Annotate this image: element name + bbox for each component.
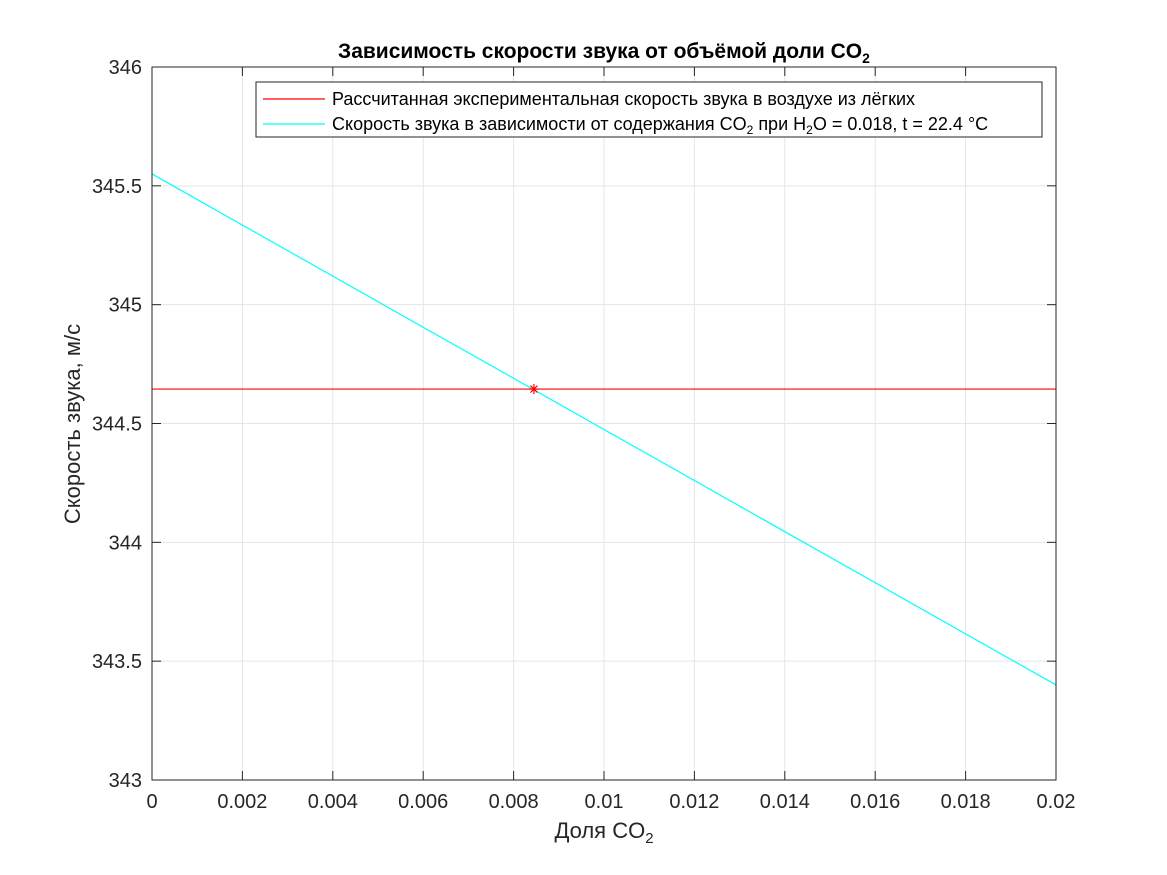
x-tick-label: 0.012 [669, 791, 719, 813]
x-tick-label: 0.018 [941, 791, 991, 813]
x-tick-label: 0.016 [850, 791, 900, 813]
y-tick-label: 344 [109, 532, 142, 554]
ticks: 0 0.002 0.004 0.006 0.008 0.01 0.012 0.014 0.016… [92, 57, 1076, 813]
x-tick-label: 0.014 [760, 791, 810, 813]
legend: Рассчитанная экспериментальная скорость … [255, 81, 1043, 138]
y-tick-label: 343 [109, 770, 142, 792]
legend-label-model: Скорость звука в зависимости от содержан… [332, 114, 988, 137]
chart-title: Зависимость скорости звука от объёмой до… [338, 40, 870, 66]
x-tick-label: 0.008 [489, 791, 539, 813]
x-tick-label: 0.004 [308, 791, 358, 813]
x-tick-label: 0.01 [585, 791, 624, 813]
intersection-marker [528, 384, 539, 395]
x-tick-label: 0.02 [1037, 791, 1076, 813]
y-tick-label: 345.5 [92, 176, 142, 198]
y-axis-label: Скорость звука, м/с [60, 324, 85, 524]
legend-box [255, 81, 1043, 138]
y-tick-label: 344.5 [92, 414, 142, 436]
series-line-1 [151, 173, 1057, 686]
x-axis-label: Доля CO2 [554, 818, 653, 847]
y-tick-label: 346 [109, 57, 142, 79]
x-tick-label: 0.002 [217, 791, 267, 813]
x-tick-label: 0 [146, 791, 157, 813]
y-tick-label: 345 [109, 295, 142, 317]
y-tick-label: 343.5 [92, 651, 142, 673]
x-tick-label: 0.006 [398, 791, 448, 813]
series-layer [151, 173, 1057, 686]
legend-label-measured: Рассчитанная экспериментальная скорость … [332, 89, 915, 109]
